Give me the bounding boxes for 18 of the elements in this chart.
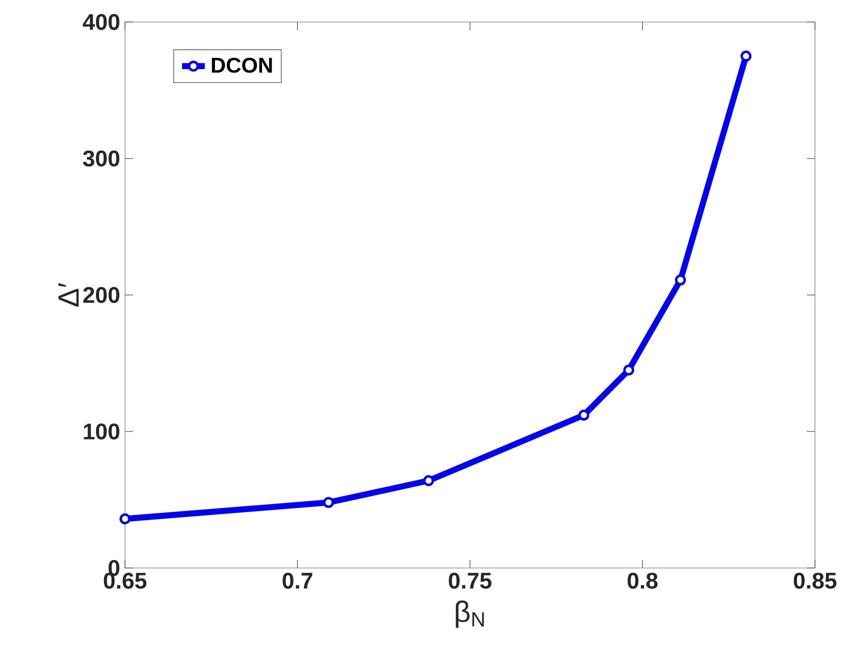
point	[623, 364, 634, 376]
point	[578, 410, 590, 421]
x-tick-label: 0.7	[282, 572, 312, 589]
y-axis-title: Δ′	[58, 283, 79, 307]
x-tick-label: 0.8	[628, 572, 658, 589]
point	[674, 274, 686, 286]
point	[120, 513, 130, 524]
point	[323, 497, 334, 508]
point	[423, 475, 434, 486]
y-tick-label: 300	[83, 150, 120, 167]
legend-label: DCON	[212, 58, 272, 73]
y-tick-label: 400	[82, 14, 120, 30]
x-tick-label: 0.75	[448, 572, 492, 589]
point	[740, 50, 752, 62]
y-tick-label: 100	[84, 423, 120, 440]
y-tick-label: 200	[83, 286, 120, 304]
x-tick-label: 0.85	[794, 572, 836, 589]
x-axis-title: β$_{N}$	[456, 600, 484, 628]
